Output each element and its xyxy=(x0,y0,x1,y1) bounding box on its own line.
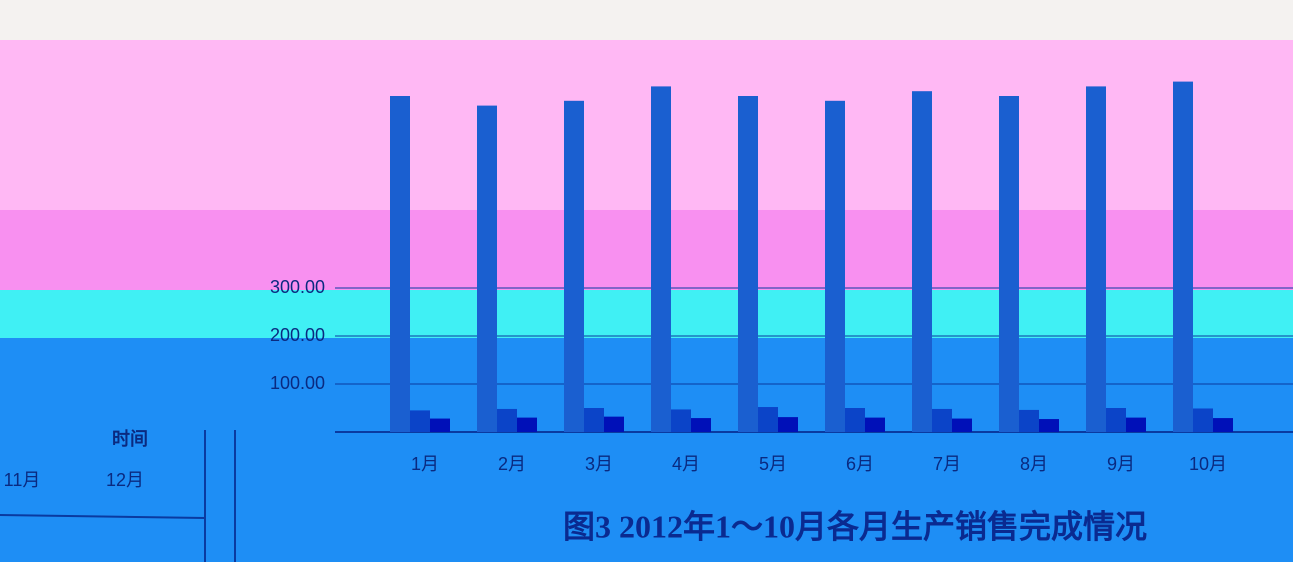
table-header: 时间 xyxy=(112,429,148,449)
bar xyxy=(1126,417,1146,432)
bar xyxy=(825,100,845,433)
x-tick-label: 2月 xyxy=(498,454,526,474)
bar xyxy=(932,408,952,432)
bar xyxy=(410,410,430,432)
bar xyxy=(497,408,517,432)
bar xyxy=(738,96,758,432)
bar xyxy=(1019,409,1039,432)
x-tick-label: 7月 xyxy=(933,454,961,474)
bar xyxy=(651,86,671,433)
bar xyxy=(912,91,932,432)
bar xyxy=(1173,81,1193,432)
x-tick-label: 6月 xyxy=(846,454,874,474)
bar xyxy=(1213,418,1233,432)
table-line xyxy=(0,514,206,519)
background xyxy=(0,0,1293,40)
bar xyxy=(671,409,691,432)
background xyxy=(0,40,1293,210)
bar xyxy=(691,418,711,432)
y-tick-label: 200.00 xyxy=(270,325,325,345)
x-tick-label: 1月 xyxy=(411,454,439,474)
bar xyxy=(430,418,450,432)
y-tick-label: 300.00 xyxy=(270,277,325,297)
table-cell: 12月 xyxy=(106,470,144,490)
bar xyxy=(865,417,885,432)
bar xyxy=(584,408,604,432)
chart-title: 图3 2012年1～10月各月生产销售完成情况 xyxy=(563,508,1147,544)
bar xyxy=(845,408,865,432)
table-cell: 11月 xyxy=(4,470,41,490)
bar xyxy=(1086,86,1106,433)
bar xyxy=(1039,419,1059,432)
bar xyxy=(477,105,497,432)
background xyxy=(0,210,1293,290)
bar xyxy=(564,100,584,433)
bar xyxy=(390,96,410,432)
bar xyxy=(1106,408,1126,432)
background xyxy=(0,290,1293,338)
bar xyxy=(604,416,624,432)
x-tick-label: 8月 xyxy=(1020,454,1048,474)
bar xyxy=(758,407,778,432)
bar xyxy=(999,96,1019,432)
x-tick-label: 4月 xyxy=(672,454,700,474)
x-tick-label: 9月 xyxy=(1107,454,1135,474)
bar xyxy=(952,418,972,432)
bar xyxy=(778,417,798,432)
x-tick-label: 5月 xyxy=(759,454,787,474)
y-tick-label: 100.00 xyxy=(270,373,325,393)
bar xyxy=(517,417,537,432)
bar xyxy=(1193,408,1213,432)
x-tick-label: 10月 xyxy=(1189,454,1227,474)
x-tick-label: 3月 xyxy=(585,454,613,474)
